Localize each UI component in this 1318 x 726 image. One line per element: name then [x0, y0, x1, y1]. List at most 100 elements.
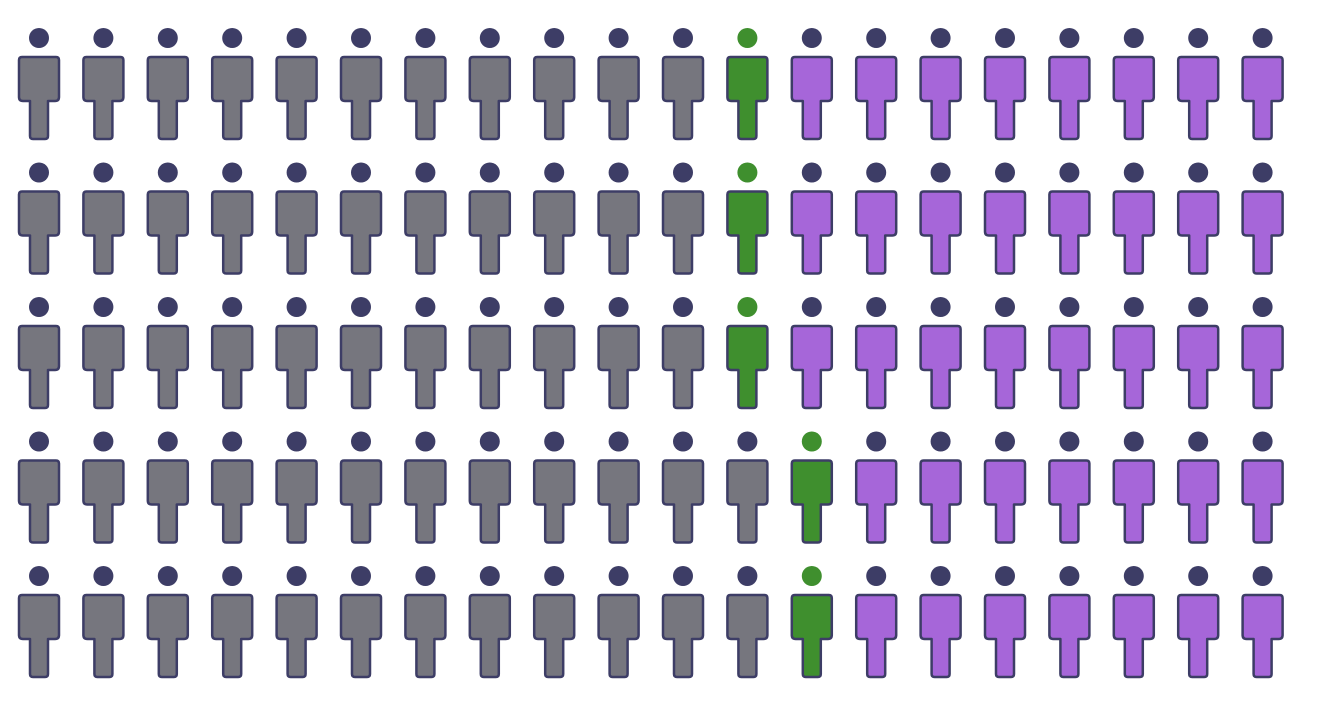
person-head [222, 28, 242, 48]
person-body [1049, 57, 1089, 139]
person-head [802, 163, 822, 183]
person-head [287, 297, 307, 317]
person-head [351, 163, 371, 183]
person-body [1243, 326, 1283, 408]
person-icon-purple [856, 163, 896, 274]
person-head [673, 28, 693, 48]
person-body [341, 595, 381, 677]
person-icon-grey [663, 28, 703, 139]
person-body [1178, 595, 1218, 677]
person-body [985, 57, 1025, 139]
person-head [1253, 28, 1273, 48]
person-icon-purple [1178, 432, 1218, 543]
person-head [1124, 432, 1144, 452]
person-icon-grey [405, 297, 445, 408]
person-icon-purple [921, 566, 961, 677]
person-icon-grey [83, 432, 123, 543]
person-icon-grey [727, 432, 767, 543]
person-icon-purple [1243, 297, 1283, 408]
person-icon-grey [341, 432, 381, 543]
person-body [921, 326, 961, 408]
person-head [415, 297, 435, 317]
person-body [277, 57, 317, 139]
person-body [1114, 57, 1154, 139]
person-icon-grey [470, 28, 510, 139]
person-icon-grey [212, 297, 252, 408]
person-body [83, 57, 123, 139]
person-icon-purple [1049, 432, 1089, 543]
person-body [1049, 461, 1089, 543]
person-head [287, 28, 307, 48]
person-head [222, 297, 242, 317]
person-head [544, 432, 564, 452]
person-body [985, 595, 1025, 677]
person-icon-grey [663, 432, 703, 543]
person-icon-purple [1243, 566, 1283, 677]
person-icon-purple [1049, 163, 1089, 274]
person-body [341, 461, 381, 543]
person-head [737, 28, 757, 48]
person-icon-grey [148, 297, 188, 408]
person-body [405, 326, 445, 408]
person-head [609, 28, 629, 48]
person-icon-purple [1178, 297, 1218, 408]
person-body [148, 192, 188, 274]
person-icon-grey [470, 566, 510, 677]
person-body [341, 326, 381, 408]
person-head [415, 28, 435, 48]
person-head [673, 163, 693, 183]
person-head [931, 28, 951, 48]
person-head [544, 163, 564, 183]
person-head [609, 566, 629, 586]
person-body [1243, 461, 1283, 543]
person-body [921, 192, 961, 274]
person-head [1188, 297, 1208, 317]
person-icon-grey [83, 28, 123, 139]
person-body [148, 461, 188, 543]
person-icon-grey [148, 163, 188, 274]
person-head [609, 297, 629, 317]
person-icon-green [727, 28, 767, 139]
person-body [985, 192, 1025, 274]
person-body [985, 326, 1025, 408]
person-icon-grey [148, 432, 188, 543]
person-icon-grey [341, 566, 381, 677]
person-body [985, 461, 1025, 543]
person-body [1178, 461, 1218, 543]
person-body [470, 192, 510, 274]
person-icon-grey [405, 566, 445, 677]
person-body [405, 192, 445, 274]
person-body [1243, 595, 1283, 677]
person-head [1124, 163, 1144, 183]
person-body [727, 192, 767, 274]
person-icon-purple [1114, 432, 1154, 543]
person-head [737, 297, 757, 317]
person-body [856, 57, 896, 139]
person-body [663, 57, 703, 139]
person-icon-grey [470, 163, 510, 274]
person-body [921, 461, 961, 543]
person-body [727, 326, 767, 408]
person-body [856, 595, 896, 677]
person-head [158, 566, 178, 586]
person-head [158, 28, 178, 48]
person-icon-grey [727, 566, 767, 677]
person-icon-grey [277, 566, 317, 677]
person-body [1049, 595, 1089, 677]
person-icon-purple [985, 28, 1025, 139]
person-body [921, 57, 961, 139]
person-head [995, 297, 1015, 317]
person-head [1188, 432, 1208, 452]
person-body [212, 461, 252, 543]
person-icon-green [727, 297, 767, 408]
person-body [727, 461, 767, 543]
person-body [148, 57, 188, 139]
person-icon-purple [1243, 432, 1283, 543]
person-head [351, 566, 371, 586]
person-head [1188, 28, 1208, 48]
person-icon-purple [985, 432, 1025, 543]
person-icon-purple [1178, 566, 1218, 677]
person-head [544, 297, 564, 317]
person-icon-purple [985, 163, 1025, 274]
person-head [544, 28, 564, 48]
